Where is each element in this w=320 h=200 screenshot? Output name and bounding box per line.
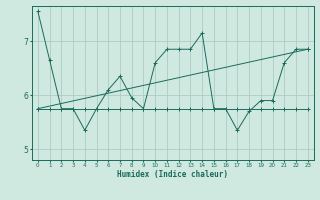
X-axis label: Humidex (Indice chaleur): Humidex (Indice chaleur) — [117, 170, 228, 179]
